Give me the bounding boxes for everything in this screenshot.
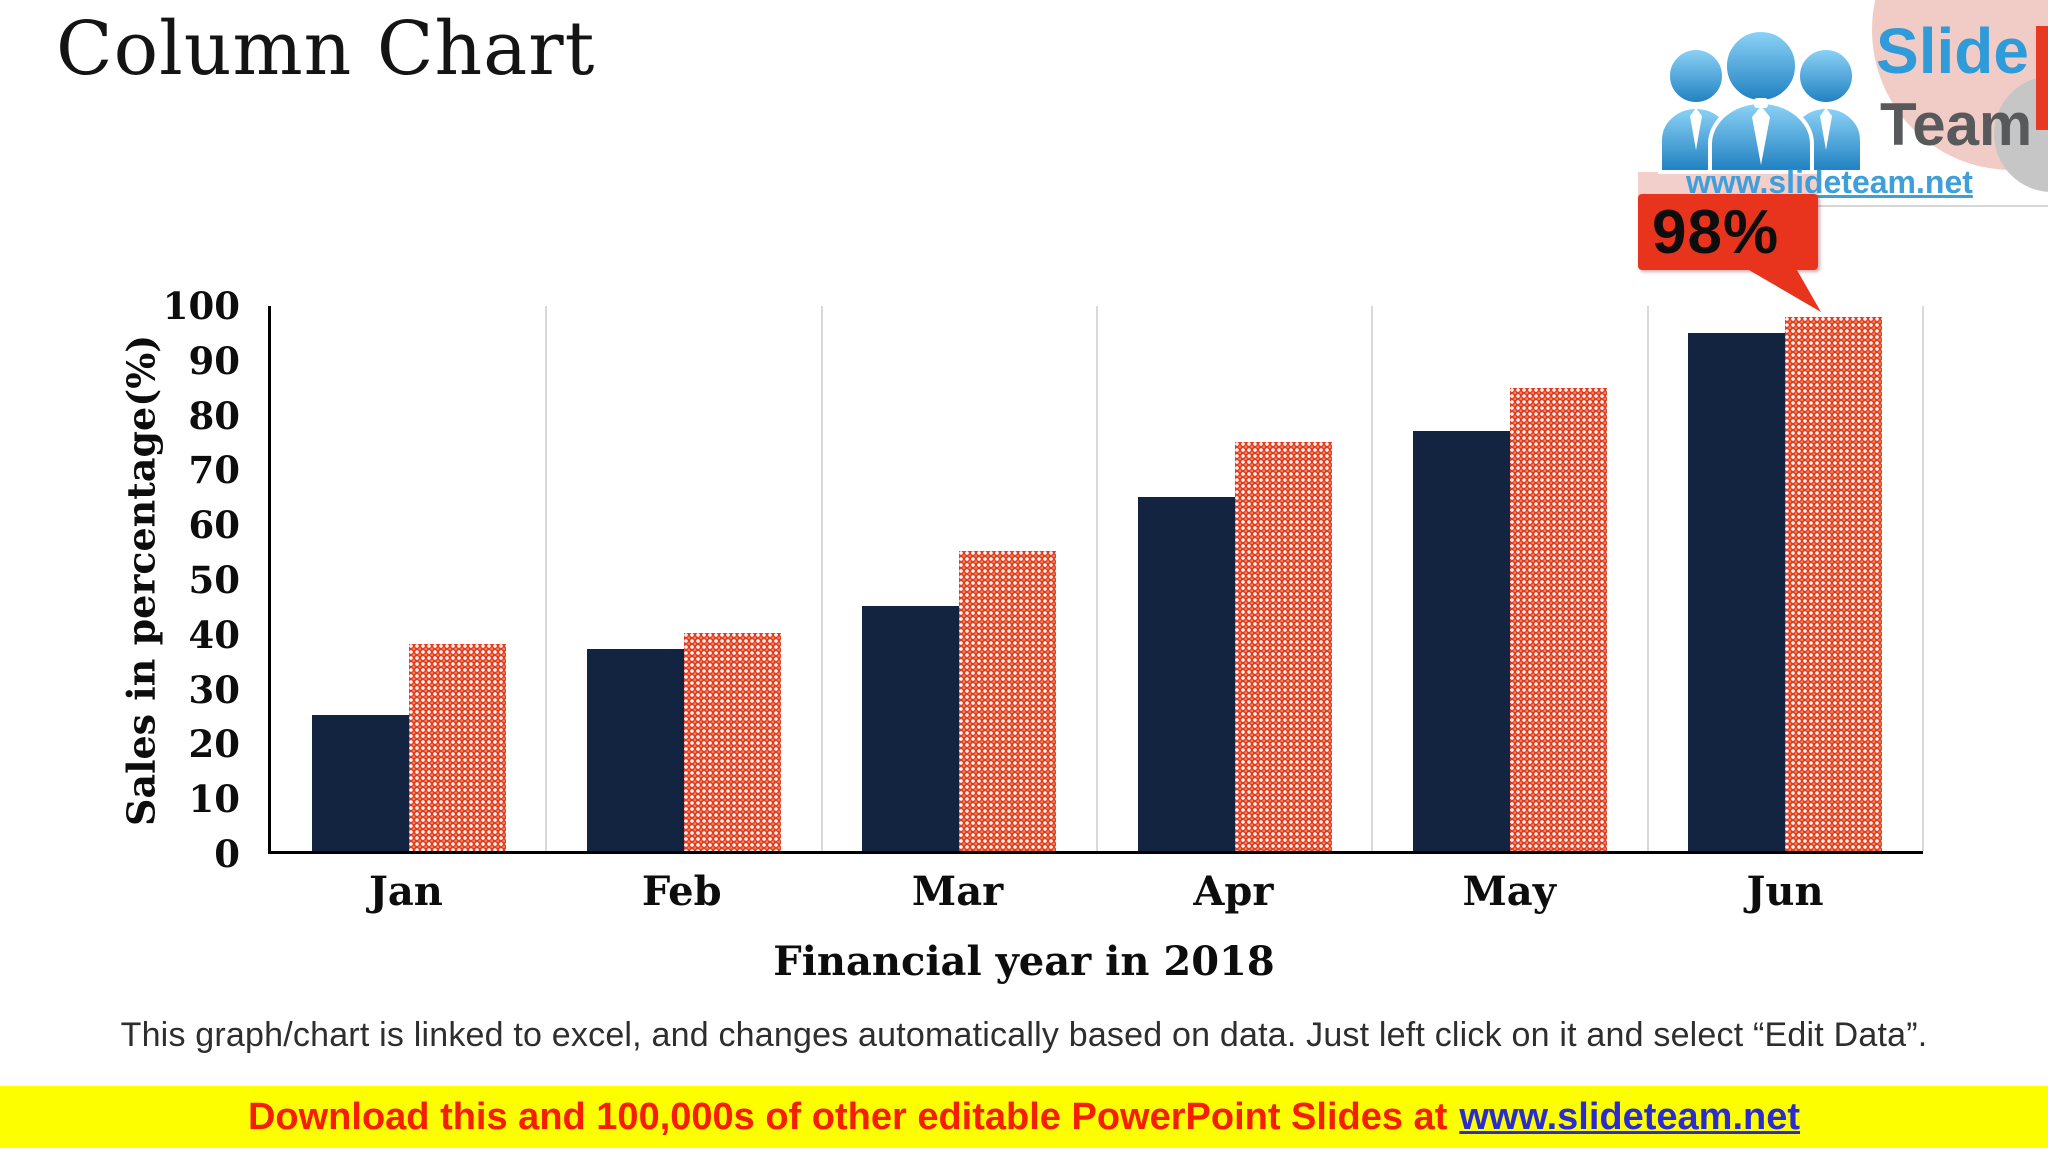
logo-pink-band [1638, 172, 1818, 198]
callout-value: 98% [1652, 197, 1780, 267]
callout-bubble: 98% [1638, 194, 1818, 270]
y-tick-60: 60 [188, 503, 241, 548]
x-tick-apr: Apr [1193, 868, 1274, 915]
y-tick-80: 80 [188, 393, 241, 438]
bar-series-1-mar[interactable] [862, 605, 960, 851]
footer-note: This graph/chart is linked to excel, and… [120, 1016, 1928, 1054]
x-tick-may: May [1462, 868, 1556, 915]
y-tick-90: 90 [188, 338, 241, 383]
x-axis-title: Financial year in 2018 [773, 938, 1275, 985]
bar-series-2-feb[interactable] [683, 633, 781, 851]
page-title: Column Chart [56, 6, 596, 92]
gridline [1096, 306, 1098, 851]
logo-brand-team: Team [1880, 91, 2033, 158]
x-tick-jun: Jun [1746, 868, 1824, 915]
gridline [545, 306, 548, 851]
gridline [1371, 306, 1374, 851]
bar-group-mar [822, 306, 1097, 851]
slideteam-people-icon [1652, 22, 1870, 174]
bar-groups [271, 306, 1923, 851]
x-axis-labels: Jan Feb Mar Apr May Jun [268, 868, 1923, 915]
banner-text: Download this and 100,000s of other edit… [247, 1095, 1448, 1138]
gridline [820, 306, 823, 851]
bar-group-apr [1097, 306, 1372, 851]
bar-group-feb [546, 306, 821, 851]
x-tick-jan: Jan [368, 868, 443, 915]
x-tick-feb: Feb [641, 868, 722, 915]
bar-series-2-apr[interactable] [1234, 442, 1332, 851]
bar-group-jan [271, 306, 546, 851]
x-tick-mar: Mar [911, 868, 1004, 915]
logo-red-edge-strip [2036, 26, 2048, 130]
bar-series-2-jan[interactable] [408, 643, 506, 851]
bar-series-2-may[interactable] [1509, 387, 1607, 851]
y-tick-40: 40 [188, 612, 241, 657]
y-tick-70: 70 [188, 448, 241, 493]
y-tick-10: 10 [188, 777, 241, 822]
bar-series-1-feb[interactable] [586, 649, 684, 851]
bar-group-jun [1648, 306, 1923, 851]
bar-series-1-jun[interactable] [1688, 333, 1786, 851]
bar-group-may [1372, 306, 1647, 851]
y-tick-0: 0 [214, 832, 240, 876]
gridline [1646, 306, 1649, 851]
download-banner: Download this and 100,000s of other edit… [0, 1086, 2048, 1148]
bar-series-1-may[interactable] [1412, 431, 1510, 851]
bar-series-2-mar[interactable] [959, 551, 1057, 851]
chart-plot[interactable] [268, 306, 1924, 854]
y-tick-30: 30 [188, 667, 241, 712]
gridline [1922, 306, 1924, 851]
bar-series-1-apr[interactable] [1137, 496, 1235, 851]
y-tick-20: 20 [188, 722, 241, 767]
y-axis-ticks: 100 90 80 70 60 50 40 30 20 10 0 [140, 284, 241, 876]
logo-brand-slide: Slide [1876, 15, 2029, 87]
bar-series-1-jan[interactable] [311, 714, 409, 851]
banner-link[interactable]: www.slideteam.net [1459, 1095, 1801, 1138]
y-tick-50: 50 [188, 558, 241, 602]
y-tick-100: 100 [162, 284, 240, 328]
bar-series-2-jun[interactable] [1785, 316, 1883, 851]
logo-divider [1656, 205, 2048, 207]
